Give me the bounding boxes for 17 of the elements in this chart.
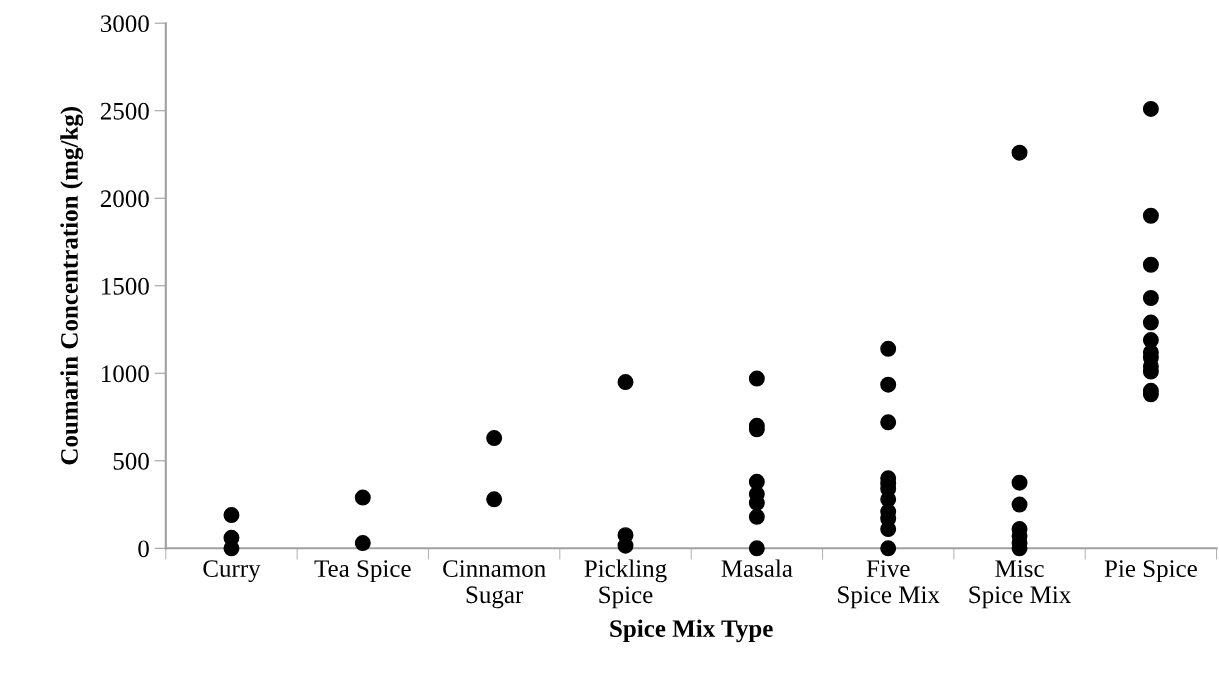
y-tick-label: 1500 — [102, 277, 149, 295]
x-tick-label: Tea Spice — [314, 560, 411, 583]
x-tick-label: Misc Spice Mix — [969, 560, 1071, 609]
x-axis-title: Spice Mix Type — [610, 619, 773, 643]
x-tick-label: Cinnamon Sugar — [443, 560, 546, 609]
x-tick-label: Five Spice Mix — [838, 560, 940, 609]
x-tick-label: Masala — [721, 559, 793, 578]
x-tick-label: Curry — [203, 560, 261, 583]
y-tick-label: 0 — [138, 540, 149, 558]
y-tick-label: 3000 — [101, 15, 149, 33]
x-tick-label: Pie Spice — [1104, 560, 1197, 583]
y-tick-label: 1000 — [102, 365, 149, 383]
y-axis-title: Coumarin Concentration (mg/kg) — [60, 107, 84, 465]
x-tick-label: Pickling Spice — [584, 559, 667, 609]
y-tick-label: 2500 — [100, 102, 149, 120]
y-tick-label: 500 — [113, 452, 149, 470]
y-tick-label: 2000 — [100, 190, 149, 208]
